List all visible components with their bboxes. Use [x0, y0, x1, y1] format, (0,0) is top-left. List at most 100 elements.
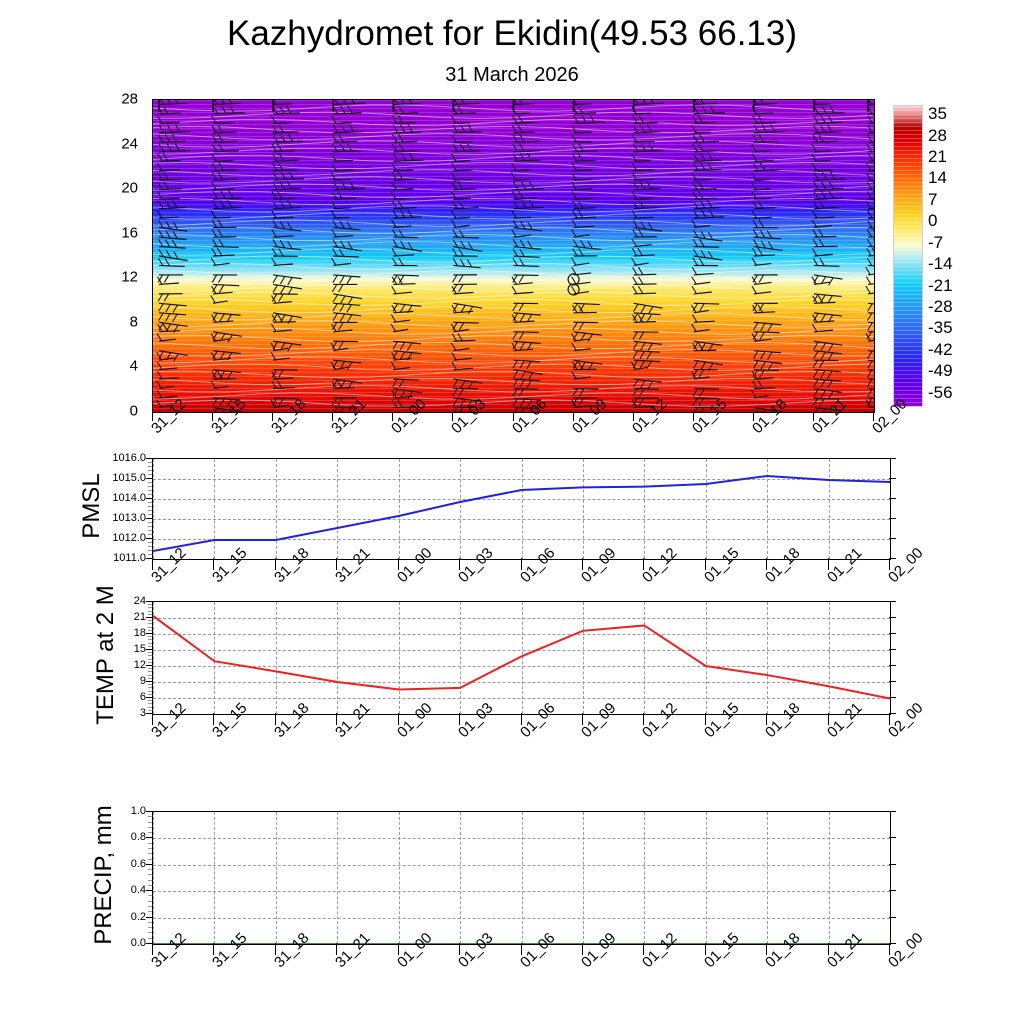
- gridline-vertical: [521, 812, 523, 944]
- temp-at-2m-y-tick-label: 24: [133, 595, 146, 607]
- gridline-vertical: [153, 812, 154, 944]
- gridline-vertical: [582, 459, 584, 559]
- main-x-tick-mark: [572, 411, 574, 421]
- y-minor-tick: [148, 927, 152, 929]
- gridline-vertical: [153, 459, 154, 559]
- precip-series: [153, 943, 890, 944]
- gridline-vertical: [705, 812, 707, 944]
- x-tick-mark: [336, 558, 338, 570]
- x-tick-label: 02_00: [885, 929, 927, 972]
- colorbar-tick-label: -7: [928, 232, 944, 252]
- x-tick-mark: [766, 558, 768, 570]
- y-minor-tick: [148, 629, 152, 631]
- main-y-tick-label: 4: [129, 357, 138, 375]
- gridline-vertical: [767, 459, 769, 559]
- y-minor-tick: [148, 645, 152, 647]
- main-y-tick-label: 20: [121, 179, 138, 197]
- y-tick-mark-right: [889, 697, 896, 698]
- main-y-tick-label: 24: [121, 135, 138, 153]
- main-x-tick-mark: [873, 411, 874, 421]
- wind-barbs-layer: [153, 100, 874, 412]
- x-tick-mark: [213, 713, 215, 725]
- temp-at-2m-plot[interactable]: [152, 601, 891, 715]
- precip-axis-title: PRECIP, mm: [90, 805, 117, 945]
- pmsl-plot[interactable]: [152, 458, 891, 560]
- colorbar-tick-label: 7: [928, 189, 938, 209]
- gridline-vertical: [337, 602, 339, 714]
- gridline-vertical: [275, 812, 277, 944]
- main-x-tick-label: 02_00: [869, 395, 911, 438]
- y-minor-tick: [148, 522, 152, 523]
- gridline-vertical: [275, 602, 277, 714]
- x-tick-label: 02_00: [885, 544, 927, 587]
- y-minor-tick: [148, 879, 152, 881]
- colorbar-banding: [894, 106, 922, 406]
- y-minor-tick: [148, 687, 152, 689]
- y-minor-tick: [148, 613, 152, 615]
- pmsl-y-tick-label: 1016.0: [112, 452, 146, 464]
- y-minor-tick: [148, 526, 152, 527]
- gridline-vertical: [521, 459, 523, 559]
- y-tick-mark: [146, 538, 153, 539]
- colorbar-tick-label: 0: [928, 211, 938, 231]
- temp-at-2m-y-tick-label: 18: [133, 627, 146, 639]
- temperature-cross-section-plot[interactable]: [152, 99, 875, 413]
- y-tick-mark: [146, 665, 153, 666]
- x-tick-mark: [643, 943, 645, 955]
- y-tick-mark-right: [889, 916, 896, 918]
- y-minor-tick: [148, 514, 152, 515]
- y-minor-tick: [148, 530, 152, 531]
- pmsl-y-tick-label: 1014.0: [112, 492, 146, 504]
- colorbar-tick-label: -21: [928, 275, 953, 295]
- pmsl-series: [153, 474, 890, 552]
- y-tick-mark: [146, 890, 153, 892]
- x-tick-mark: [827, 558, 829, 570]
- y-minor-tick: [148, 674, 152, 676]
- y-minor-tick: [148, 906, 152, 908]
- y-minor-tick: [148, 668, 152, 670]
- main-x-tick-mark: [512, 411, 514, 421]
- y-minor-tick: [148, 642, 152, 644]
- y-tick-mark: [146, 943, 153, 944]
- y-minor-tick: [148, 554, 152, 555]
- y-minor-tick: [148, 462, 152, 463]
- gridline-vertical: [705, 602, 707, 714]
- y-tick-mark: [146, 601, 153, 602]
- y-tick-mark-right: [889, 681, 896, 682]
- x-tick-mark: [520, 558, 522, 570]
- main-x-tick-mark: [392, 411, 394, 421]
- temp-at-2m-y-tick-label: 3: [139, 707, 146, 719]
- colorbar: [893, 105, 923, 407]
- main-y-tick-label: 28: [121, 90, 138, 108]
- y-tick-mark: [146, 916, 153, 918]
- y-minor-tick: [148, 610, 152, 612]
- precip-y-tick-label: 1.0: [130, 805, 146, 817]
- pmsl-y-tick-label: 1011.0: [113, 552, 146, 564]
- gridline-vertical: [214, 459, 216, 559]
- y-tick-mark: [146, 713, 153, 714]
- y-tick-mark: [146, 498, 153, 499]
- gridline-vertical: [582, 812, 584, 944]
- y-minor-tick: [148, 706, 152, 708]
- precip-plot[interactable]: [152, 811, 891, 945]
- main-x-tick-mark: [632, 411, 634, 421]
- x-tick-mark: [704, 713, 706, 725]
- y-minor-tick: [148, 842, 152, 844]
- x-tick-mark: [336, 713, 338, 725]
- y-tick-mark-right: [889, 890, 896, 892]
- y-minor-tick: [148, 671, 152, 673]
- precip-y-tick-label: 0.8: [130, 831, 146, 844]
- pmsl-y-tick-label: 1012.0: [112, 532, 146, 544]
- main-x-tick-mark: [272, 411, 274, 421]
- y-minor-tick: [148, 821, 152, 823]
- x-tick-mark: [766, 713, 768, 725]
- y-tick-mark-right: [889, 633, 896, 634]
- x-tick-mark: [459, 943, 461, 955]
- x-tick-mark: [213, 558, 215, 570]
- temp-at-2m-y-tick-label: 6: [139, 691, 146, 703]
- gridline-vertical: [460, 812, 462, 944]
- colorbar-tick-label: -49: [928, 361, 953, 381]
- y-minor-tick: [148, 652, 152, 654]
- y-tick-mark-right: [889, 538, 896, 539]
- temp-at-2m-series: [153, 615, 890, 700]
